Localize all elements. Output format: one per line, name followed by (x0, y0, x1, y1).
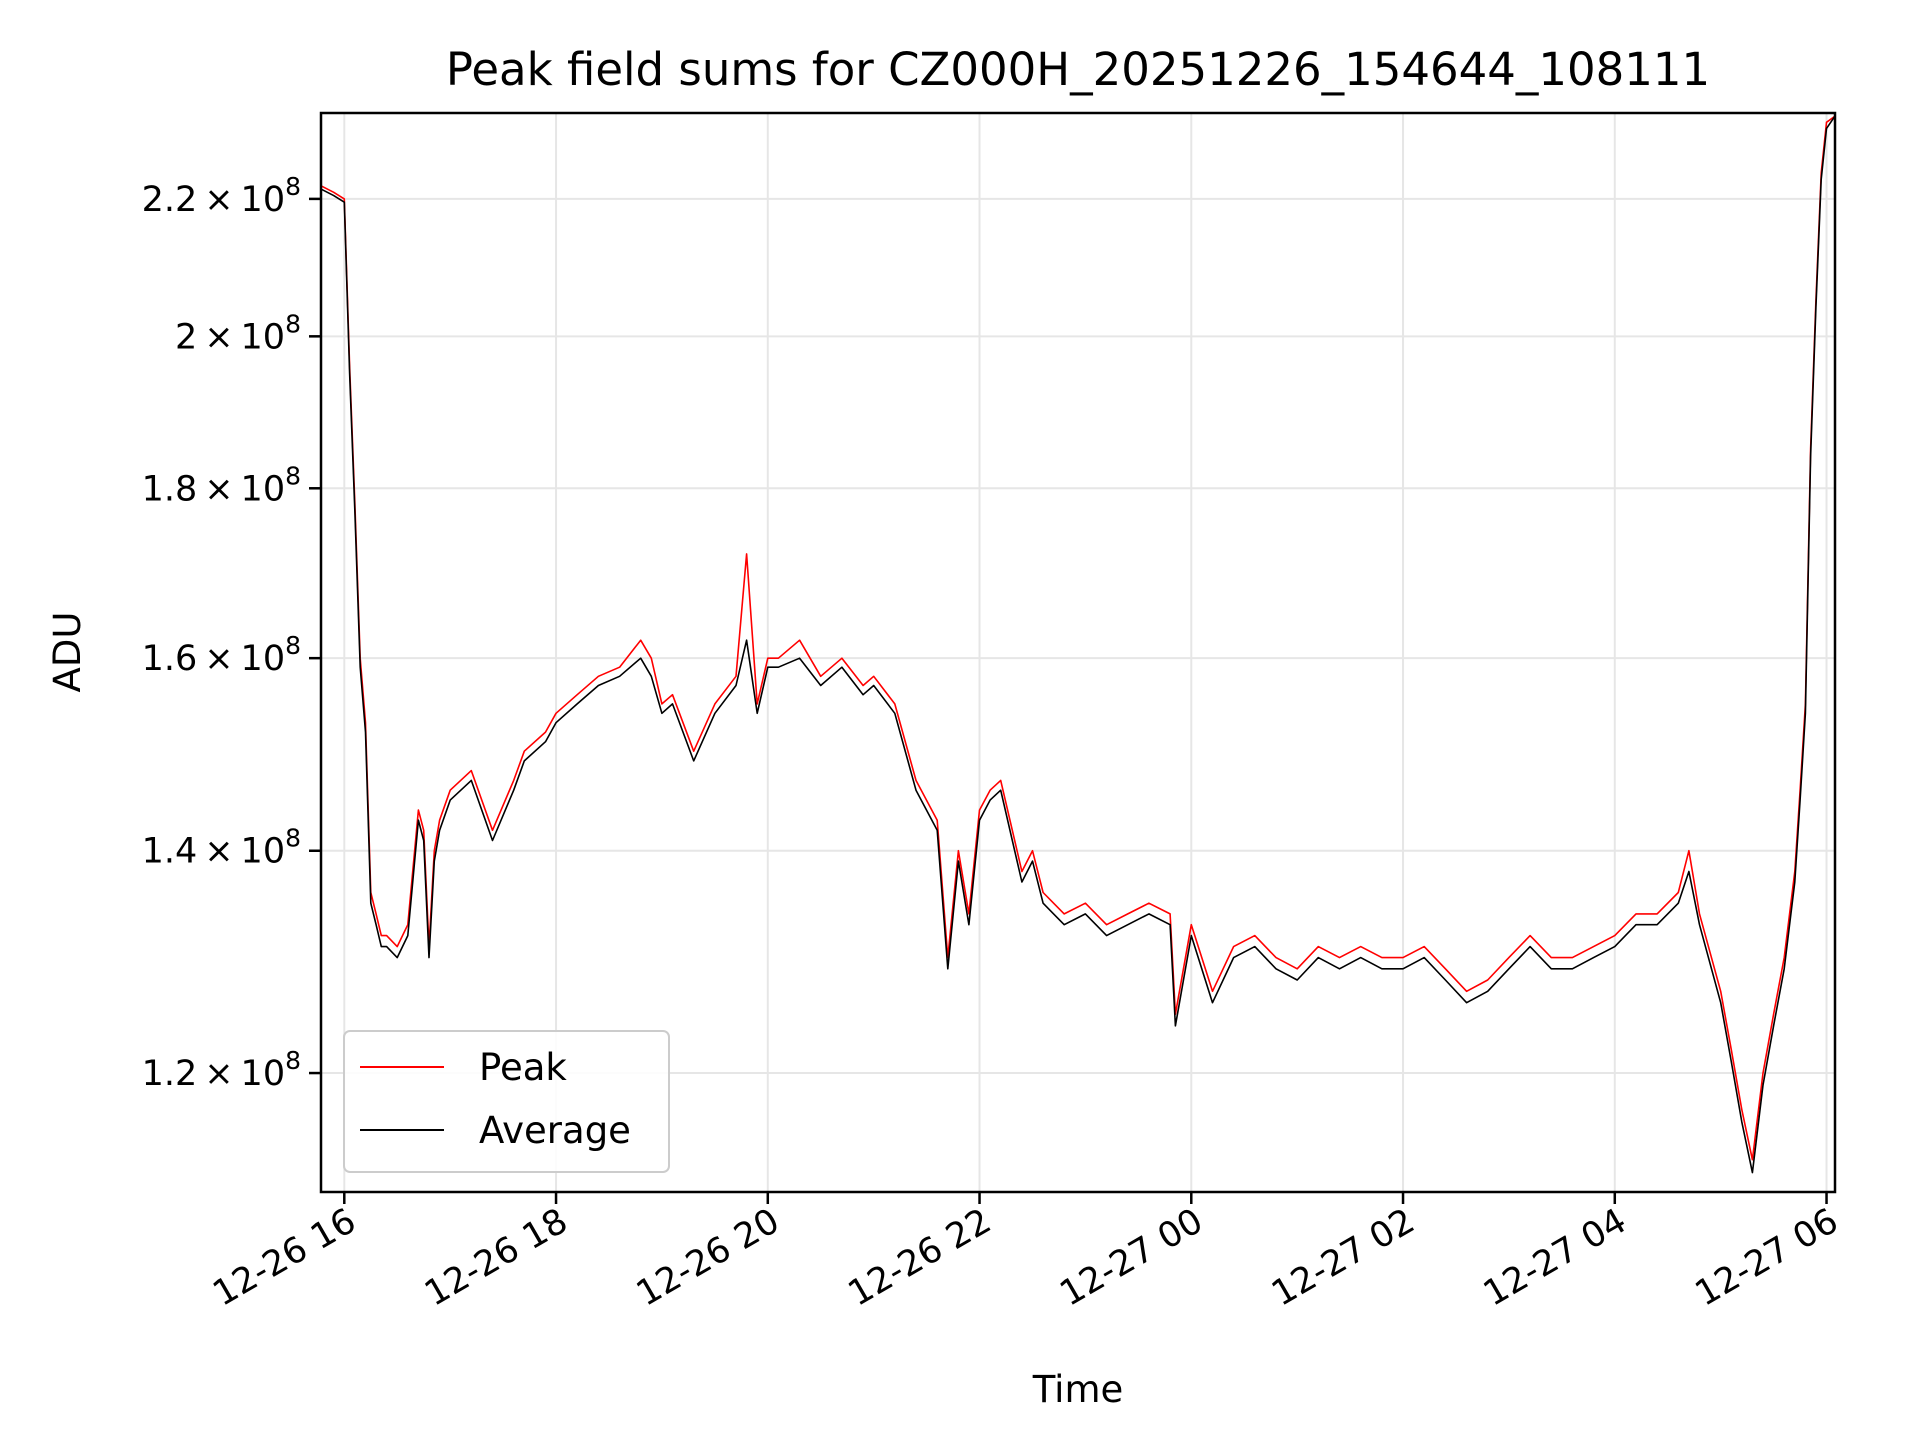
legend: Peak Average (343, 1030, 670, 1173)
y-tick-label: 2 × 108 (175, 309, 301, 357)
y-tick-label: 1.4 × 108 (142, 824, 301, 872)
y-tick-label: 1.2 × 108 (142, 1046, 301, 1094)
legend-peak-label: Peak (479, 1046, 567, 1089)
series-line-average (320, 115, 1836, 1174)
series-line-peak (320, 115, 1836, 1161)
series-layer (320, 115, 1836, 1174)
plot-area (321, 113, 1835, 1192)
y-axis-label: ADU (46, 612, 89, 693)
y-tick-label: 2.2 × 108 (142, 172, 301, 220)
axes-frame (319, 111, 1837, 1194)
y-axis: 1.2 × 108 1.4 × 108 1.6 × 108 1.8 × 108 2 × … (142, 172, 321, 1094)
x-axis-label: Time (1032, 1368, 1124, 1411)
chart-title: Peak field sums for CZ000H_20251226_1546… (446, 43, 1710, 96)
y-tick-label: 1.8 × 108 (142, 461, 301, 509)
legend-average-label: Average (479, 1109, 631, 1152)
y-tick-label: 1.6 × 108 (142, 631, 301, 679)
gridlines (321, 113, 1835, 1192)
